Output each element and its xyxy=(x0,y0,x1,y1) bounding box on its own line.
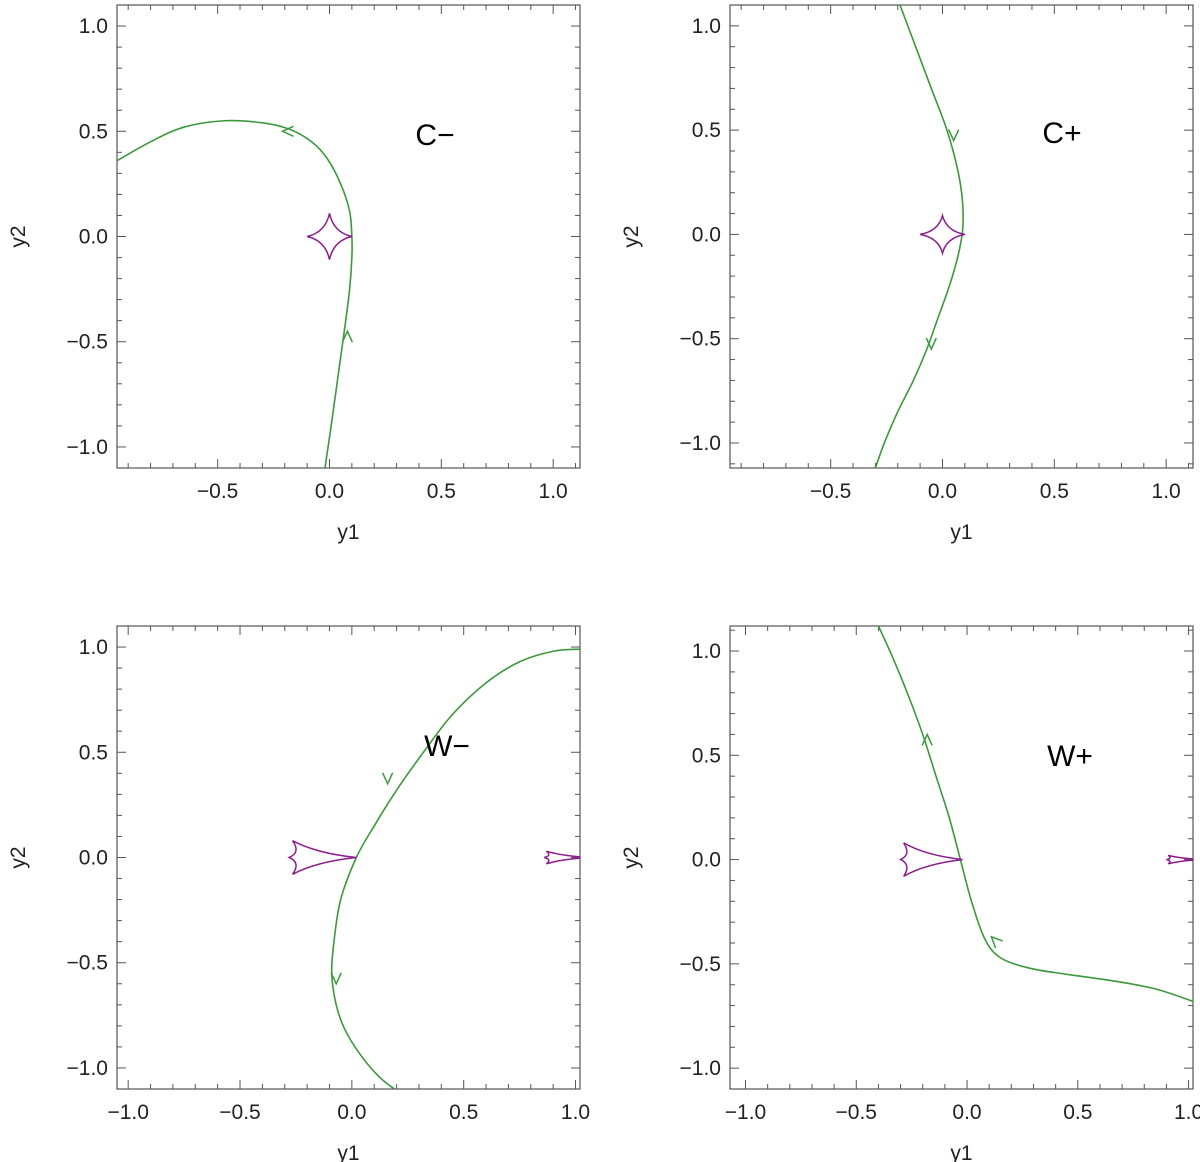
source-trajectory xyxy=(330,648,580,1089)
y-tick-label: −1.0 xyxy=(680,1057,721,1080)
caustic-curve xyxy=(306,213,353,260)
y-axis-label: y2 xyxy=(620,846,643,868)
panel-label: C+ xyxy=(1042,117,1081,150)
y-tick-label: −1.0 xyxy=(67,436,108,459)
x-axis-label: y1 xyxy=(950,521,972,544)
x-tick-label: 0.5 xyxy=(449,1101,478,1124)
direction-arrow xyxy=(947,129,960,143)
y-tick-label: 1.0 xyxy=(692,640,721,663)
plot-frame xyxy=(729,4,1194,469)
x-axis-label: y1 xyxy=(337,1142,359,1162)
x-axis-label: y1 xyxy=(337,521,359,544)
y-tick-label: 0.5 xyxy=(79,741,108,764)
panel-w-minus: −1.0 −0.5 0.0 0.5 1.0 −1.0 −0.5 0.0 0.5 1.0 y1 y2 W− xyxy=(7,625,590,1162)
x-tick-label: 0.0 xyxy=(952,1101,981,1124)
x-tick-label: 0.5 xyxy=(1063,1101,1092,1124)
caustic-curve xyxy=(544,850,580,865)
y-tick-label: 0.5 xyxy=(79,120,108,143)
source-trajectory xyxy=(874,5,964,468)
caustic-curve xyxy=(1166,854,1193,865)
direction-arrow xyxy=(921,732,933,746)
panel-w-plus: −1.0 −0.5 0.0 0.5 1.0 −1.0 −0.5 0.0 0.5 1.0 y1 y2 W+ xyxy=(620,625,1200,1162)
panel-c-minus: −0.5 0.0 0.5 1.0 −1.0 −0.5 0.0 0.5 1.0 y1 y2 C− xyxy=(7,4,581,544)
y-tick-label: 1.0 xyxy=(692,15,721,38)
y-axis-label: y2 xyxy=(7,846,30,868)
y-tick-label: −0.5 xyxy=(680,953,721,976)
x-tick-label: 0.5 xyxy=(1040,480,1069,503)
direction-arrow xyxy=(925,337,937,351)
x-tick-label: −0.5 xyxy=(810,480,851,503)
y-tick-label: 0.5 xyxy=(692,119,721,142)
x-tick-label: −0.5 xyxy=(197,480,238,503)
y-tick-label: −0.5 xyxy=(680,328,721,351)
y-tick-label: 0.0 xyxy=(79,847,108,870)
x-tick-label: −0.5 xyxy=(219,1101,260,1124)
y-axis-label: y2 xyxy=(7,225,30,247)
x-tick-label: −0.5 xyxy=(836,1101,877,1124)
direction-arrow xyxy=(330,972,342,986)
source-trajectory xyxy=(877,626,1193,1003)
plot-frame xyxy=(729,625,1194,1090)
x-tick-label: 0.0 xyxy=(928,480,957,503)
plot-frame xyxy=(116,625,581,1090)
x-tick-label: 1.0 xyxy=(1174,1101,1200,1124)
panel-label: W+ xyxy=(1047,740,1093,773)
caustic-curve xyxy=(919,212,965,257)
y-tick-label: −0.5 xyxy=(67,952,108,975)
y-axis-label: y2 xyxy=(620,225,643,247)
y-tick-label: 0.0 xyxy=(692,223,721,246)
y-tick-label: −1.0 xyxy=(67,1057,108,1080)
x-tick-label: 0.0 xyxy=(337,1101,366,1124)
direction-arrow xyxy=(341,329,354,343)
x-tick-label: 1.0 xyxy=(1152,480,1181,503)
panel-label: C− xyxy=(415,119,454,152)
y-tick-label: −1.0 xyxy=(680,432,721,455)
y-tick-label: −0.5 xyxy=(67,331,108,354)
y-tick-label: 1.0 xyxy=(79,15,108,38)
x-tick-label: −1.0 xyxy=(725,1101,766,1124)
plot-frame xyxy=(116,4,581,469)
direction-arrow xyxy=(381,772,394,786)
y-tick-label: 0.0 xyxy=(692,849,721,872)
y-tick-label: 0.5 xyxy=(692,744,721,767)
x-tick-label: 0.5 xyxy=(427,480,456,503)
y-tick-label: 1.0 xyxy=(79,636,108,659)
source-trajectory xyxy=(117,119,353,468)
caustic-curve xyxy=(287,840,357,875)
y-tick-label: 0.0 xyxy=(79,226,108,249)
x-tick-label: 1.0 xyxy=(539,480,568,503)
panel-c-plus: −0.5 0.0 0.5 1.0 −1.0 −0.5 0.0 0.5 1.0 y1 y2 C+ xyxy=(620,4,1194,544)
direction-arrow xyxy=(280,125,294,137)
direction-arrow xyxy=(990,935,1003,949)
panel-label: W− xyxy=(424,730,470,763)
x-tick-label: 0.0 xyxy=(315,480,344,503)
x-tick-label: −1.0 xyxy=(107,1101,148,1124)
caustic-curve xyxy=(898,842,963,877)
x-tick-label: 1.0 xyxy=(561,1101,590,1124)
x-axis-label: y1 xyxy=(950,1142,972,1162)
